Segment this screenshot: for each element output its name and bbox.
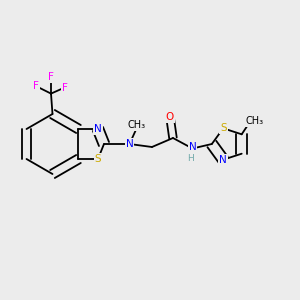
Text: F: F — [48, 72, 54, 82]
Text: N: N — [94, 124, 102, 134]
Text: N: N — [219, 155, 227, 165]
Text: S: S — [95, 154, 101, 164]
Text: O: O — [166, 112, 174, 122]
Text: CH₃: CH₃ — [128, 120, 146, 130]
Text: H: H — [188, 154, 194, 163]
Text: CH₃: CH₃ — [245, 116, 263, 126]
Text: F: F — [61, 82, 68, 93]
Text: F: F — [33, 81, 39, 91]
Text: S: S — [220, 123, 226, 133]
Text: N: N — [189, 142, 196, 152]
Text: N: N — [126, 139, 134, 149]
